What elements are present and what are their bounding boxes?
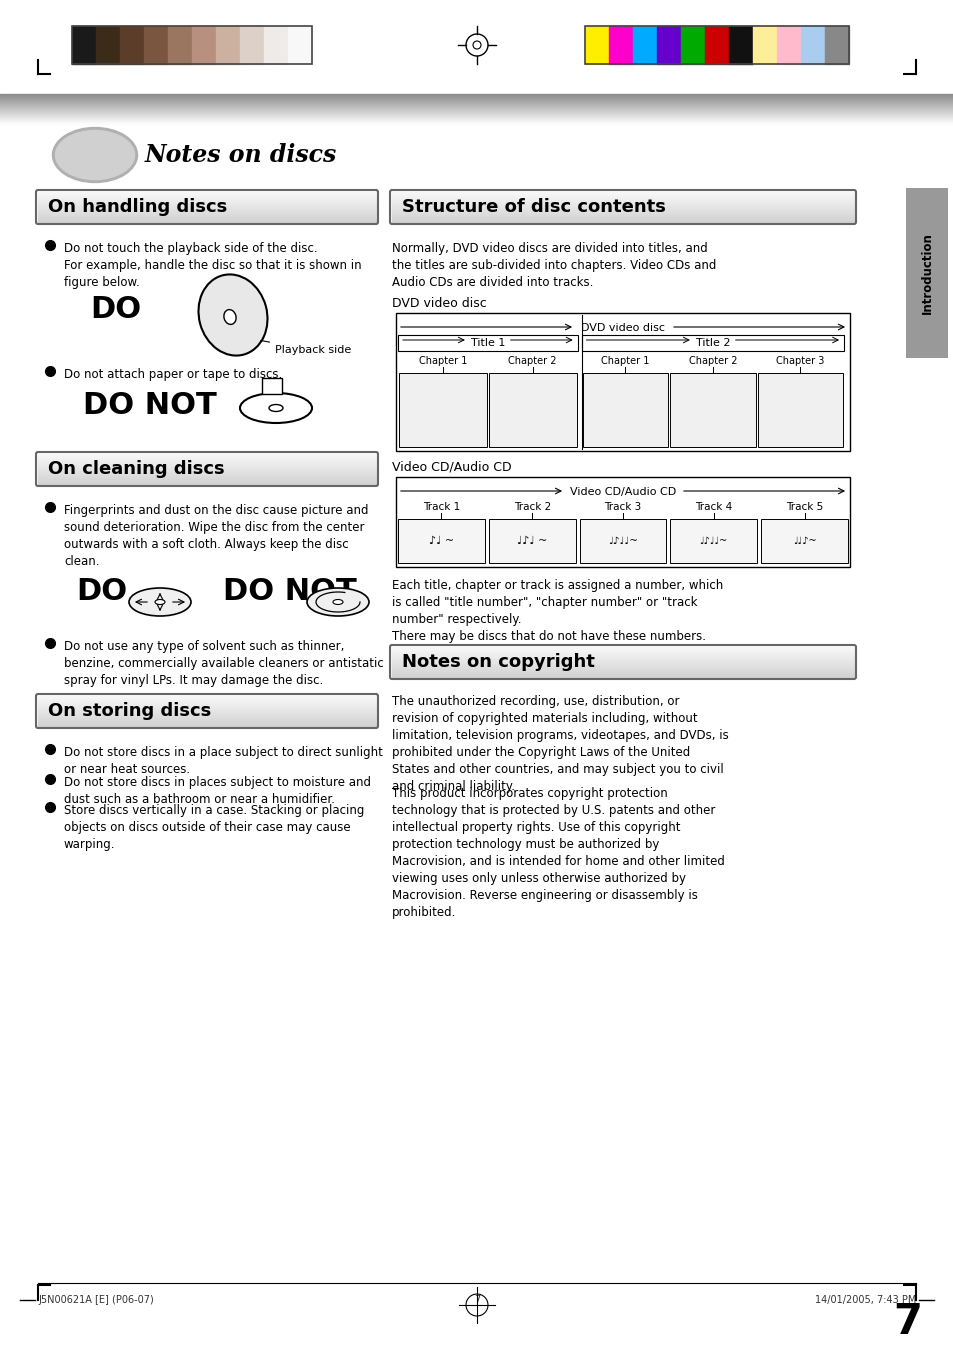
Bar bbox=[488, 373, 576, 447]
Bar bbox=[760, 519, 847, 563]
Bar bbox=[669, 373, 755, 447]
Text: 14/01/2005, 7:43 PM: 14/01/2005, 7:43 PM bbox=[814, 1296, 915, 1305]
Text: On storing discs: On storing discs bbox=[48, 703, 211, 720]
Text: On handling discs: On handling discs bbox=[48, 199, 227, 216]
Bar bbox=[395, 313, 849, 451]
Text: The unauthorized recording, use, distribution, or
revision of copyrighted materi: The unauthorized recording, use, distrib… bbox=[392, 694, 728, 793]
Ellipse shape bbox=[240, 393, 312, 423]
Text: Chapter 2: Chapter 2 bbox=[688, 357, 737, 366]
Text: Title 1: Title 1 bbox=[470, 338, 504, 349]
Bar bbox=[488, 519, 575, 563]
Text: Chapter 3: Chapter 3 bbox=[776, 357, 823, 366]
Bar bbox=[397, 335, 577, 351]
Bar bbox=[262, 378, 282, 394]
Text: ♩♪♩ ~: ♩♪♩ ~ bbox=[517, 536, 547, 546]
Text: DO NOT: DO NOT bbox=[83, 392, 216, 420]
Ellipse shape bbox=[224, 309, 235, 324]
Text: Each title, chapter or track is assigned a number, which
is called "title number: Each title, chapter or track is assigned… bbox=[392, 580, 722, 643]
Text: Chapter 2: Chapter 2 bbox=[508, 357, 557, 366]
Text: Chapter 1: Chapter 1 bbox=[418, 357, 467, 366]
Text: Video CD/Audio CD: Video CD/Audio CD bbox=[392, 461, 511, 474]
Text: DVD video disc: DVD video disc bbox=[580, 323, 664, 332]
Bar bbox=[581, 335, 843, 351]
Bar bbox=[395, 477, 849, 567]
Text: Title 2: Title 2 bbox=[695, 338, 729, 349]
Bar bbox=[71, 26, 96, 63]
Bar bbox=[288, 26, 312, 63]
Bar bbox=[824, 26, 848, 63]
Text: Chapter 1: Chapter 1 bbox=[600, 357, 649, 366]
Bar bbox=[704, 26, 728, 63]
Ellipse shape bbox=[333, 600, 343, 604]
Bar bbox=[608, 26, 633, 63]
Text: Track 1: Track 1 bbox=[422, 503, 459, 512]
Bar bbox=[584, 26, 608, 63]
Bar bbox=[264, 26, 288, 63]
Text: Do not use any type of solvent such as thinner,
benzine, commercially available : Do not use any type of solvent such as t… bbox=[64, 640, 383, 688]
Bar bbox=[397, 519, 484, 563]
Text: DO: DO bbox=[76, 577, 127, 607]
Text: J5N00621A [E] (P06-07): J5N00621A [E] (P06-07) bbox=[38, 1296, 153, 1305]
Bar bbox=[584, 26, 848, 63]
Bar bbox=[657, 26, 680, 63]
Text: Playback side: Playback side bbox=[260, 340, 351, 355]
Text: Track 3: Track 3 bbox=[604, 503, 641, 512]
Text: Introduction: Introduction bbox=[920, 232, 933, 313]
Text: Fingerprints and dust on the disc cause picture and
sound deterioration. Wipe th: Fingerprints and dust on the disc cause … bbox=[64, 504, 368, 567]
Ellipse shape bbox=[55, 131, 134, 180]
Text: Do not attach paper or tape to discs.: Do not attach paper or tape to discs. bbox=[64, 367, 282, 381]
Text: Notes on copyright: Notes on copyright bbox=[401, 653, 595, 671]
Text: Track 2: Track 2 bbox=[513, 503, 550, 512]
Bar bbox=[582, 373, 667, 447]
Ellipse shape bbox=[129, 588, 191, 616]
Text: Normally, DVD video discs are divided into titles, and
the titles are sub-divide: Normally, DVD video discs are divided in… bbox=[392, 242, 716, 289]
Text: ♩♪♩♩~: ♩♪♩♩~ bbox=[607, 536, 638, 546]
Ellipse shape bbox=[154, 600, 165, 604]
Bar bbox=[633, 26, 657, 63]
Text: Do not touch the playback side of the disc.
For example, handle the disc so that: Do not touch the playback side of the di… bbox=[64, 242, 361, 289]
Text: ♩♩♪~: ♩♩♪~ bbox=[792, 536, 816, 546]
Text: This product incorporates copyright protection
technology that is protected by U: This product incorporates copyright prot… bbox=[392, 788, 724, 919]
Bar bbox=[96, 26, 120, 63]
Bar bbox=[398, 373, 486, 447]
Bar bbox=[240, 26, 264, 63]
Text: Notes on discs: Notes on discs bbox=[145, 143, 337, 168]
Bar bbox=[0, 0, 953, 68]
Bar bbox=[905, 188, 947, 358]
Text: On cleaning discs: On cleaning discs bbox=[48, 459, 224, 478]
Text: 7: 7 bbox=[474, 1296, 479, 1305]
Text: 7: 7 bbox=[893, 1301, 922, 1343]
Text: Track 5: Track 5 bbox=[785, 503, 822, 512]
Bar bbox=[168, 26, 192, 63]
Bar bbox=[144, 26, 168, 63]
Ellipse shape bbox=[269, 404, 283, 412]
Text: Video CD/Audio CD: Video CD/Audio CD bbox=[569, 486, 676, 497]
Bar bbox=[801, 26, 824, 63]
Bar bbox=[752, 26, 776, 63]
Text: ♪♩ ~: ♪♩ ~ bbox=[429, 536, 454, 546]
Bar bbox=[728, 26, 752, 63]
Ellipse shape bbox=[198, 274, 267, 355]
Ellipse shape bbox=[307, 588, 369, 616]
Text: DO NOT: DO NOT bbox=[223, 577, 356, 607]
Text: DVD video disc: DVD video disc bbox=[392, 297, 486, 309]
Bar bbox=[71, 26, 312, 63]
Bar bbox=[192, 26, 215, 63]
Text: ♩♪♩♩~: ♩♪♩♩~ bbox=[699, 536, 727, 546]
Text: Do not store discs in places subject to moisture and
dust such as a bathroom or : Do not store discs in places subject to … bbox=[64, 775, 371, 807]
Bar bbox=[120, 26, 144, 63]
Text: Structure of disc contents: Structure of disc contents bbox=[401, 199, 665, 216]
Bar bbox=[680, 26, 704, 63]
Ellipse shape bbox=[52, 127, 137, 182]
Bar bbox=[670, 519, 757, 563]
Text: Track 4: Track 4 bbox=[695, 503, 732, 512]
Text: DO: DO bbox=[90, 296, 141, 324]
Bar bbox=[757, 373, 842, 447]
Bar bbox=[776, 26, 801, 63]
Bar bbox=[579, 519, 666, 563]
Text: Store discs vertically in a case. Stacking or placing
objects on discs outside o: Store discs vertically in a case. Stacki… bbox=[64, 804, 364, 851]
Bar bbox=[215, 26, 240, 63]
Text: Do not store discs in a place subject to direct sunlight
or near heat sources.: Do not store discs in a place subject to… bbox=[64, 746, 382, 775]
